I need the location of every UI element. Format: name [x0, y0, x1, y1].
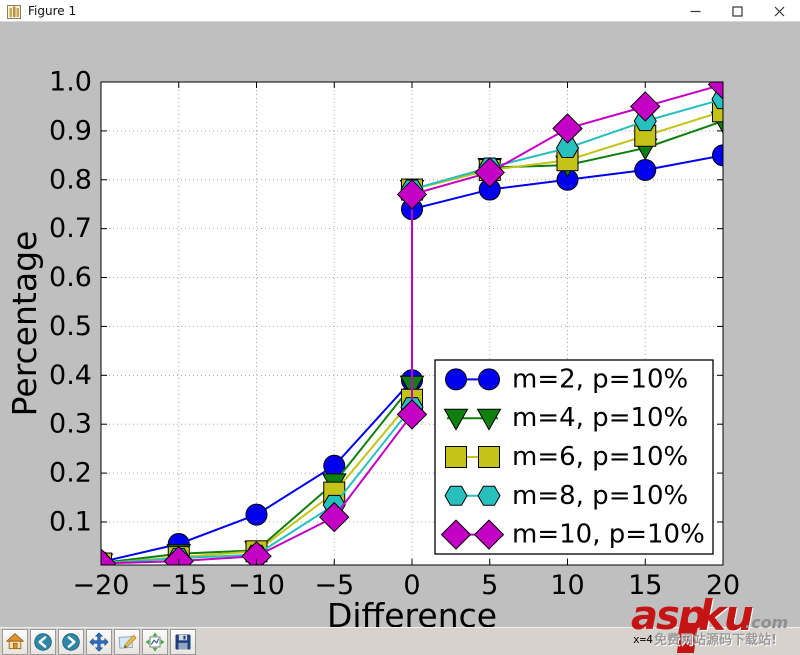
y-axis-label: Percentage — [5, 231, 44, 417]
y-tick-label: 0.4 — [49, 360, 92, 391]
diamond-marker — [396, 399, 428, 430]
x-tick-label: 0 — [403, 570, 420, 601]
series-line — [101, 83, 723, 565]
configure-subplots-icon — [145, 631, 165, 652]
figure-canvas[interactable]: −20 −15 −10 −5 0 5 10 15 20 0.1 0.2 0.3 0.4 0.5 0.6 0.7… — [0, 22, 800, 627]
triangle_down-marker — [443, 408, 469, 431]
zoom-edit-button[interactable] — [114, 628, 140, 655]
circle-marker — [445, 368, 467, 391]
y-tick-label: 0.9 — [49, 115, 92, 146]
x-tick-label: 10 — [550, 570, 584, 601]
diamond-marker — [707, 82, 723, 100]
home-icon — [5, 632, 25, 649]
minimize-icon — [690, 10, 700, 12]
circle-marker — [478, 368, 500, 391]
legend-label: m=4, p=10% — [512, 403, 688, 433]
y-tick-label: 0.1 — [49, 506, 92, 537]
square-marker — [478, 446, 500, 468]
navigation-toolbar: x=4 — [0, 627, 800, 655]
series-m=10 — [101, 82, 723, 565]
diamond-marker — [101, 548, 117, 565]
series-group — [101, 82, 723, 565]
titlebar: Figure 1 — [0, 0, 800, 22]
cursor-position-readout: x=4 — [633, 633, 653, 646]
legend-label: m=10, p=10% — [512, 520, 705, 550]
hexagon-marker — [477, 485, 501, 506]
zoom-edit-icon — [118, 634, 137, 649]
back-icon — [34, 632, 52, 651]
ticks: −20 −15 −10 −5 0 5 10 15 20 0.1 0.2 0.3 0.4 0.5 0.6 0.7… — [49, 67, 740, 602]
y-tick-label: 0.3 — [49, 409, 92, 440]
y-tick-label: 0.6 — [49, 262, 92, 293]
configure-subplots-button[interactable] — [142, 628, 168, 655]
circle-marker — [634, 158, 657, 181]
x-tick-label: 5 — [481, 570, 498, 601]
pan-button[interactable] — [86, 628, 112, 655]
chart[interactable]: −20 −15 −10 −5 0 5 10 15 20 0.1 0.2 0.3 0.4 0.5 0.6 0.7… — [0, 22, 800, 628]
y-tick-label: 1.0 — [49, 67, 92, 98]
hexagon-marker — [555, 137, 580, 158]
y-tick-label: 0.5 — [49, 311, 92, 342]
pan-icon — [89, 631, 109, 652]
x-tick-label: 15 — [628, 570, 662, 601]
diamond-marker — [241, 540, 272, 565]
diamond-marker — [396, 179, 428, 210]
close-button[interactable] — [758, 0, 800, 22]
legend-label: m=2, p=10% — [512, 364, 688, 394]
minimize-button[interactable] — [674, 0, 716, 22]
x-axis-label: Difference — [327, 596, 497, 627]
save-button[interactable] — [170, 628, 196, 655]
y-tick-label: 0.7 — [49, 213, 92, 244]
home-button[interactable] — [2, 628, 28, 655]
diamond-marker — [630, 91, 661, 122]
circle-marker — [245, 503, 268, 526]
window-title: Figure 1 — [28, 3, 77, 18]
x-tick-label: −10 — [228, 570, 285, 601]
window-controls — [674, 0, 800, 22]
forward-icon — [62, 632, 80, 651]
diamond-marker — [440, 519, 472, 550]
x-tick-label: −15 — [150, 570, 207, 601]
legend-label: m=8, p=10% — [512, 481, 688, 511]
legend-label: m=6, p=10% — [512, 442, 688, 472]
matplotlib-app-icon — [7, 4, 21, 19]
diamond-marker — [552, 113, 583, 144]
y-tick-label: 0.2 — [49, 458, 92, 489]
forward-button[interactable] — [58, 628, 84, 655]
y-tick-label: 0.8 — [49, 164, 92, 195]
x-tick-label: −20 — [73, 570, 130, 601]
back-button[interactable] — [30, 628, 56, 655]
diamond-marker — [474, 157, 505, 188]
diamond-marker — [319, 501, 350, 533]
circle-marker — [712, 144, 723, 167]
hexagon-marker — [444, 485, 468, 506]
diamond-marker — [163, 545, 194, 565]
x-tick-label: −5 — [314, 570, 354, 601]
square-marker — [445, 446, 467, 468]
save-icon — [175, 634, 191, 649]
maximize-button[interactable] — [716, 0, 758, 22]
close-icon — [774, 6, 784, 16]
diamond-marker — [473, 519, 505, 550]
triangle_down-marker — [476, 408, 502, 431]
x-tick-label: 20 — [706, 570, 740, 601]
square-marker — [712, 100, 723, 123]
legend: m=2, p=10% m=4, p=10% m=6, p=10% m=8, p=10%… — [434, 359, 714, 555]
maximize-icon — [731, 5, 743, 17]
